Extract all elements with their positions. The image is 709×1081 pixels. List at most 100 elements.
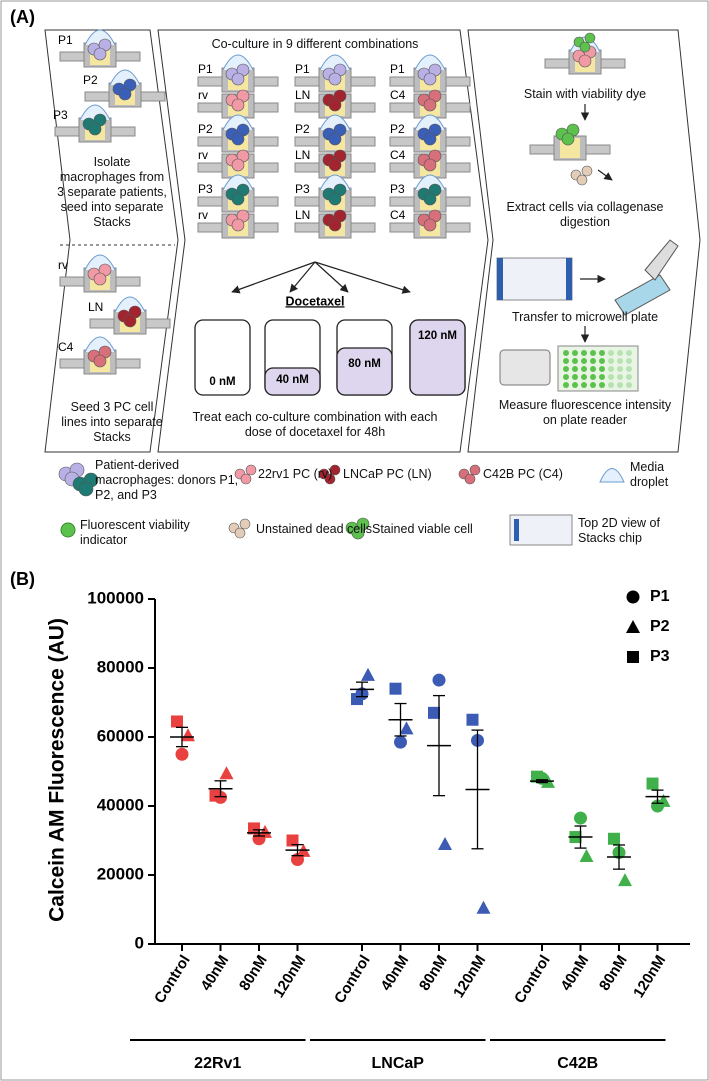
cell-icon bbox=[351, 526, 365, 540]
cell-icon bbox=[88, 122, 102, 136]
donor-label: P1 bbox=[295, 62, 310, 76]
cell-icon bbox=[239, 518, 251, 530]
well-dot bbox=[599, 350, 605, 356]
step-text: Extract cells via collagenase digestion bbox=[506, 200, 664, 229]
well-dot bbox=[617, 366, 623, 372]
cell-icon bbox=[231, 98, 245, 112]
cell-icon bbox=[93, 354, 107, 368]
cell-icon bbox=[561, 132, 575, 146]
well-dot bbox=[563, 366, 569, 372]
arrow bbox=[314, 261, 411, 294]
line-label: rv bbox=[58, 258, 68, 272]
line-label: LN bbox=[295, 148, 310, 162]
well-dot bbox=[572, 358, 578, 364]
panel-label: (B) bbox=[10, 569, 35, 589]
donor-label: P3 bbox=[295, 182, 310, 196]
line-label: rv bbox=[198, 208, 208, 222]
well-dot bbox=[581, 366, 587, 372]
group-label: C42B bbox=[557, 1055, 598, 1072]
x-tick-label: Control bbox=[511, 952, 554, 1006]
cell-icon bbox=[423, 218, 437, 232]
donor-label: P2 bbox=[390, 122, 405, 136]
cell-icon bbox=[581, 165, 593, 177]
x-tick-label: 40nM bbox=[378, 952, 413, 994]
line-label: rv bbox=[198, 88, 208, 102]
legend-text: Media droplet bbox=[630, 460, 669, 489]
cell-icon bbox=[240, 473, 252, 485]
cell-icon bbox=[231, 132, 245, 146]
well-dot bbox=[599, 374, 605, 380]
line-label: C4 bbox=[390, 88, 406, 102]
point bbox=[646, 777, 659, 790]
legend-marker bbox=[627, 651, 639, 663]
step-frame bbox=[467, 29, 701, 453]
well-dot bbox=[590, 374, 596, 380]
legend-text: Unstained dead cells bbox=[256, 522, 373, 536]
step-text: Stain with viability dye bbox=[523, 87, 647, 101]
point bbox=[181, 728, 195, 742]
panel-label: (A) bbox=[10, 7, 35, 27]
point bbox=[579, 849, 594, 863]
legend-text: C42B PC (C4) bbox=[483, 467, 563, 481]
point bbox=[175, 747, 189, 761]
point bbox=[608, 832, 620, 845]
point bbox=[394, 735, 407, 749]
well-dot bbox=[563, 358, 569, 364]
cell-icon bbox=[245, 464, 257, 476]
cell-icon bbox=[324, 473, 336, 485]
line-label: C4 bbox=[390, 148, 406, 162]
well-dot bbox=[563, 374, 569, 380]
cell-icon bbox=[231, 192, 245, 206]
tube-liquid bbox=[409, 319, 466, 396]
arrow bbox=[231, 261, 316, 294]
well-dot bbox=[617, 358, 623, 364]
well-dot bbox=[626, 350, 632, 356]
legend-text: Stained viable cell bbox=[372, 522, 473, 536]
cell-icon bbox=[234, 527, 246, 539]
well-dot bbox=[590, 358, 596, 364]
cell-icon bbox=[464, 473, 476, 485]
well-dot bbox=[599, 358, 605, 364]
cell-icon bbox=[93, 272, 107, 286]
y-tick-label: 80000 bbox=[97, 657, 144, 676]
well-dot bbox=[608, 358, 614, 364]
cell-icon bbox=[231, 158, 245, 172]
group-label: LNCaP bbox=[372, 1055, 425, 1072]
line-label: LN bbox=[88, 300, 103, 314]
legend-marker bbox=[626, 620, 640, 633]
legend-label: P3 bbox=[650, 648, 670, 665]
point bbox=[618, 873, 632, 887]
cell-icon bbox=[579, 41, 591, 53]
cell-icon bbox=[584, 32, 596, 44]
plate-icon bbox=[496, 257, 573, 301]
well-dot bbox=[608, 382, 614, 388]
well-dot bbox=[572, 374, 578, 380]
well-dot bbox=[626, 382, 632, 388]
step-text: Seed 3 PC cell lines into separate Stack… bbox=[61, 400, 163, 444]
tube bbox=[194, 319, 251, 396]
step-frame bbox=[44, 29, 179, 453]
donor-label: P3 bbox=[390, 182, 405, 196]
cell-icon bbox=[328, 72, 342, 86]
donor-label: P2 bbox=[295, 122, 310, 136]
y-tick-label: 20000 bbox=[97, 864, 144, 883]
legend-text: Patient-derived macrophages: donors P1, … bbox=[95, 458, 239, 502]
plate-icon bbox=[557, 345, 639, 392]
donor-label: P1 bbox=[198, 62, 213, 76]
point bbox=[432, 673, 446, 687]
viability-icon bbox=[60, 522, 76, 538]
point bbox=[351, 693, 363, 706]
point bbox=[171, 715, 183, 728]
legend-text: Fluorescent viability indicator bbox=[80, 518, 190, 547]
reader-icon bbox=[499, 349, 551, 386]
point bbox=[219, 766, 234, 780]
x-tick-label: 120nM bbox=[450, 952, 489, 1001]
cell-icon bbox=[328, 218, 342, 232]
point bbox=[248, 822, 260, 835]
legend-label: P1 bbox=[650, 588, 670, 605]
chip-top-icon bbox=[509, 514, 573, 546]
well-dot bbox=[572, 382, 578, 388]
